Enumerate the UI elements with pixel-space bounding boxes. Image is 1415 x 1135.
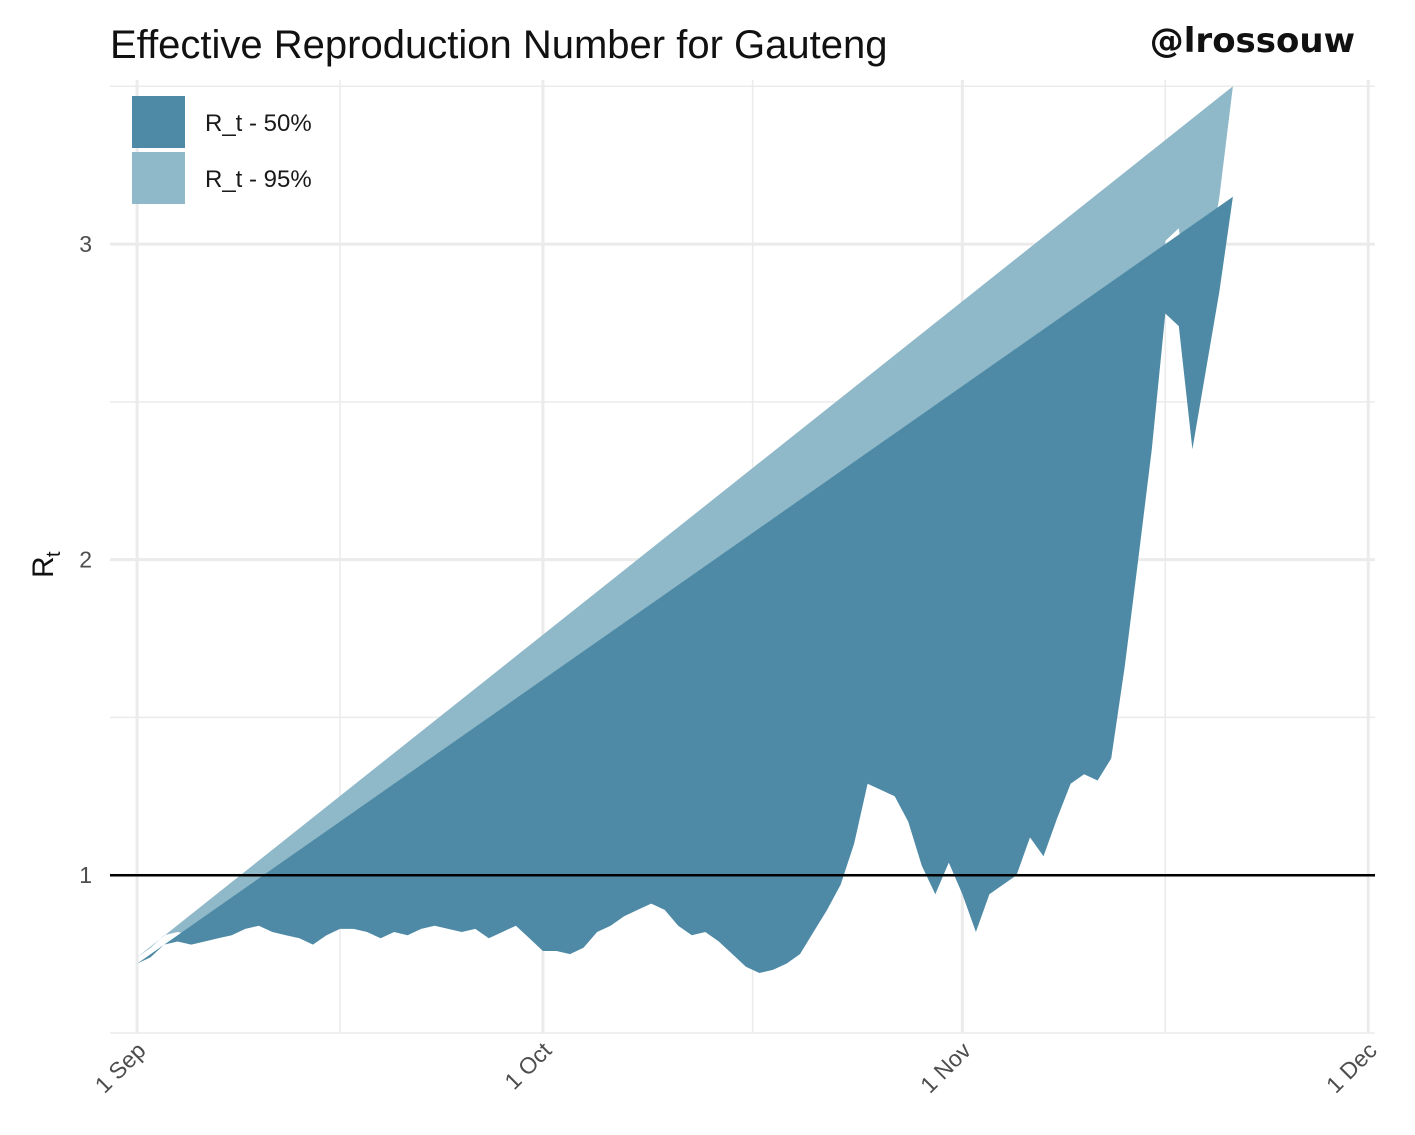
y-tick-label: 3 (79, 231, 92, 257)
legend-swatch-95 (132, 152, 185, 204)
x-axis-ticks: 1 Sep 1 Oct 1 Nov 1 Dec (90, 1037, 1382, 1098)
y-axis-ticks: 1 2 3 (79, 231, 92, 888)
x-tick-label: 1 Dec (1321, 1037, 1382, 1098)
x-tick-label: 1 Oct (499, 1037, 557, 1095)
y-axis-label-main: R (27, 556, 60, 578)
legend: R_t - 50% R_t - 95% (132, 96, 312, 204)
band-50-area (137, 196, 1233, 974)
y-axis-label-subscript: t (43, 551, 65, 557)
legend-label-95: R_t - 95% (205, 166, 312, 193)
x-tick-label: 1 Nov (915, 1037, 976, 1098)
y-tick-label: 1 (79, 862, 92, 888)
legend-label-50: R_t - 50% (205, 110, 312, 137)
legend-swatch-50 (132, 96, 185, 148)
chart-title: Effective Reproduction Number for Gauten… (110, 23, 887, 67)
ribbon-bands (137, 86, 1233, 974)
y-tick-label: 2 (79, 547, 92, 573)
credit-handle: @lrossouw (1150, 21, 1355, 61)
x-tick-label: 1 Sep (90, 1037, 151, 1098)
y-axis-label: R t (27, 551, 65, 578)
